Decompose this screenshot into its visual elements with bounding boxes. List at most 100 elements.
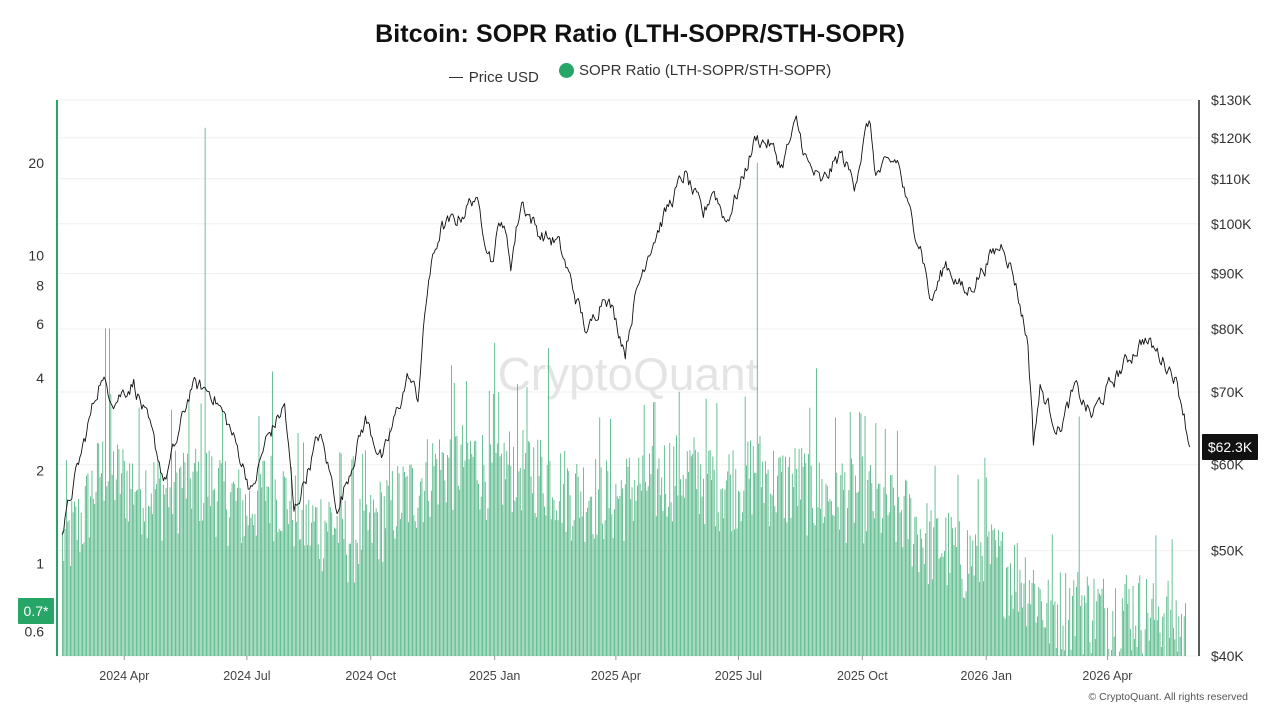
sopr-ratio-bar <box>389 427 391 656</box>
sopr-ratio-bar <box>1062 625 1064 656</box>
sopr-ratio-bar <box>391 470 393 656</box>
sopr-ratio-bar <box>412 468 413 656</box>
sopr-ratio-bar <box>511 511 513 656</box>
sopr-ratio-bar <box>494 342 496 656</box>
sopr-ratio-bar <box>84 485 86 656</box>
sopr-ratio-bar <box>816 368 817 656</box>
sopr-ratio-bar <box>1088 585 1090 656</box>
sopr-ratio-bar <box>258 416 260 656</box>
sopr-ratio-bar <box>90 496 92 656</box>
sopr-ratio-bar <box>137 489 139 656</box>
sopr-ratio-bar <box>370 494 372 656</box>
sopr-ratio-bar <box>634 479 636 656</box>
sopr-ratio-bar <box>779 456 781 656</box>
sopr-ratio-bar <box>1174 639 1176 656</box>
sopr-ratio-bar <box>690 456 692 656</box>
sopr-ratio-bar <box>107 481 109 656</box>
sopr-ratio-bar <box>568 471 570 656</box>
legend-item-sopr-ratio[interactable]: SOPR Ratio (LTH-SOPR/STH-SOPR) <box>558 62 831 79</box>
sopr-ratio-bar <box>266 486 268 656</box>
sopr-ratio-bar <box>278 528 280 656</box>
sopr-ratio-bar <box>339 452 341 656</box>
sopr-ratio-bar <box>646 490 648 656</box>
sopr-ratio-bar <box>645 481 646 656</box>
sopr-ratio-bar <box>267 486 269 656</box>
sopr-ratio-bar <box>109 328 110 656</box>
sopr-ratio-bar <box>76 539 78 656</box>
sopr-ratio-bar <box>721 488 723 656</box>
sopr-ratio-bar <box>906 480 908 656</box>
sopr-ratio-bar <box>692 454 694 656</box>
sopr-ratio-bar <box>1135 625 1137 656</box>
sopr-ratio-bar <box>226 509 228 656</box>
sopr-ratio-bar <box>643 404 645 656</box>
sopr-ratio-bar <box>251 513 253 656</box>
sopr-ratio-bar <box>102 441 104 656</box>
sopr-ratio-bar <box>149 506 151 656</box>
sopr-ratio-bar <box>550 519 552 656</box>
sopr-ratio-bar <box>444 480 446 656</box>
sopr-ratio-bar <box>333 527 335 656</box>
sopr-ratio-bar <box>1093 578 1095 656</box>
sopr-ratio-bar <box>362 453 364 656</box>
sopr-ratio-bar <box>591 496 593 656</box>
sopr-ratio-bar <box>556 510 558 656</box>
legend-item-price[interactable]: Price USD <box>448 69 539 86</box>
sopr-ratio-bar <box>277 532 279 656</box>
sopr-ratio-bar <box>387 485 389 656</box>
sopr-ratio-bar <box>969 535 971 656</box>
sopr-ratio-bar <box>1016 543 1018 656</box>
sopr-ratio-bar <box>298 539 300 656</box>
sopr-ratio-bar <box>1175 600 1177 656</box>
sopr-ratio-bar <box>728 454 730 656</box>
sopr-ratio-bar <box>565 531 567 656</box>
sopr-ratio-bar <box>206 453 207 656</box>
sopr-ratio-bar <box>786 522 788 656</box>
sopr-ratio-bar <box>946 585 948 656</box>
sopr-ratio-bar <box>724 489 726 656</box>
sopr-ratio-bar <box>723 518 725 656</box>
sopr-ratio-bar <box>694 449 696 656</box>
sopr-ratio-bar <box>1168 637 1170 656</box>
sopr-ratio-bar <box>358 564 360 656</box>
copyright-notice: © CryptoQuant. All rights reserved <box>1088 691 1248 703</box>
sopr-ratio-bar <box>767 469 769 656</box>
sopr-ratio-bar <box>1024 557 1026 656</box>
sopr-ratio-bar <box>626 458 628 656</box>
sopr-ratio-bar <box>432 443 434 656</box>
sopr-ratio-bar <box>991 524 993 656</box>
sopr-ratio-bar <box>1155 535 1157 656</box>
sopr-ratio-bar <box>1081 595 1083 656</box>
sopr-ratio-bar <box>1115 588 1116 656</box>
sopr-ratio-bar <box>1120 648 1122 656</box>
price-line <box>61 115 1191 535</box>
sopr-ratio-bar <box>395 526 397 656</box>
sopr-ratio-bar <box>1090 653 1092 656</box>
sopr-ratio-bar <box>915 516 917 656</box>
sopr-ratio-bar <box>1022 607 1024 656</box>
sopr-ratio-bar <box>810 465 812 656</box>
sopr-ratio-bar <box>717 512 719 656</box>
current-ratio-badge <box>18 598 54 625</box>
sopr-ratio-bar <box>242 500 244 656</box>
sopr-ratio-bar <box>876 488 878 656</box>
chart-legend: Price USD SOPR Ratio (LTH-SOPR/STH-SOPR) <box>0 62 1280 86</box>
sopr-ratio-bar <box>261 487 263 656</box>
sopr-ratio-bar <box>79 552 81 656</box>
sopr-ratio-bar <box>972 540 974 656</box>
left-tick-label: 1 <box>36 555 44 571</box>
sopr-ratio-bar <box>773 450 774 656</box>
sopr-ratio-bar <box>548 348 549 656</box>
sopr-ratio-bar <box>328 501 330 656</box>
sopr-ratio-bar <box>1094 638 1096 656</box>
sopr-ratio-bar <box>191 508 193 656</box>
sopr-ratio-bar <box>894 505 896 656</box>
x-tick-label: 2025 Jan <box>469 669 520 683</box>
sopr-ratio-bar <box>1167 580 1169 656</box>
sopr-ratio-bar <box>1131 650 1133 656</box>
sopr-ratio-bar <box>600 467 602 656</box>
sopr-ratio-bar <box>627 466 629 656</box>
sopr-ratio-bar <box>856 492 858 656</box>
sopr-ratio-bar <box>790 517 792 656</box>
